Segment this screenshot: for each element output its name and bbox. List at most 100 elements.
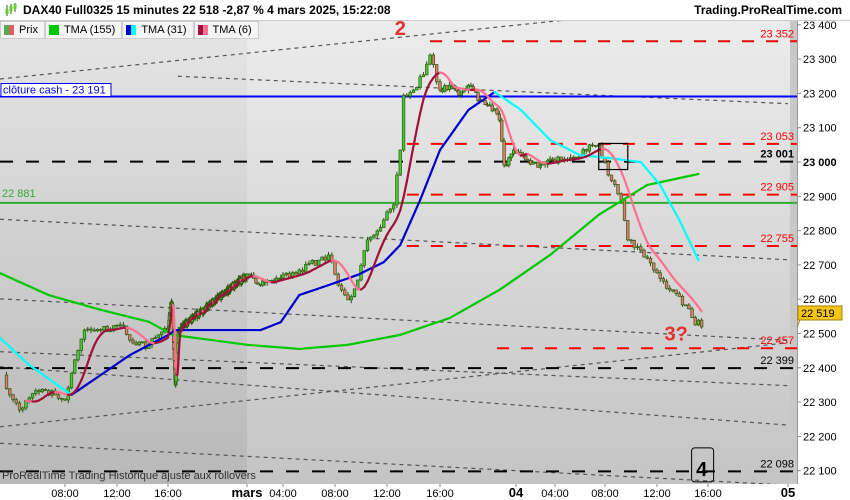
tma31-line <box>513 104 522 111</box>
tma155-line <box>536 253 552 265</box>
y-tick-label: 23 000 <box>803 157 837 169</box>
candle-down <box>622 199 627 221</box>
tma31-line <box>486 90 496 98</box>
candle-down <box>431 54 436 65</box>
tma31-line <box>77 383 88 392</box>
candle-down <box>99 329 103 331</box>
tma6-line <box>697 305 703 313</box>
level-label: 23 053 <box>760 131 794 143</box>
y-tick-label: 23 400 <box>803 20 837 32</box>
candle-down <box>497 113 502 121</box>
tma155-line <box>123 314 138 320</box>
tma155-line <box>346 341 363 346</box>
y-tick-label: 23 200 <box>803 88 837 100</box>
candle-up <box>261 280 265 286</box>
tma155-line <box>11 277 26 286</box>
candle-down <box>616 184 620 195</box>
candle-down <box>661 278 666 282</box>
candle-down <box>313 259 318 266</box>
tma155-line <box>411 325 426 332</box>
tma31-line <box>106 363 117 372</box>
tma31-line <box>92 373 102 382</box>
tma155-line <box>510 271 526 283</box>
candle-up <box>556 156 560 164</box>
tma31-line <box>668 201 676 213</box>
tma31-line <box>419 186 427 202</box>
y-tick-label: 22 200 <box>803 431 837 443</box>
candle-down <box>668 287 672 291</box>
tma31-line <box>376 261 385 267</box>
site-name[interactable]: Trading.ProRealTime.com <box>694 3 842 17</box>
candle-down <box>693 317 697 326</box>
candle-up <box>362 250 366 266</box>
candle-down <box>613 180 617 185</box>
tma6-line <box>639 225 646 237</box>
legend-label: TMA (155) <box>63 24 116 36</box>
candle-up <box>538 164 543 168</box>
tma31-line <box>571 150 582 157</box>
legend-item-prix[interactable]: Prix <box>0 21 45 39</box>
tma31-line <box>298 291 308 297</box>
y-tick-label: 22 500 <box>803 329 837 341</box>
tma31-line <box>349 273 359 279</box>
tma6-line <box>86 352 93 364</box>
candle-up <box>137 341 141 346</box>
plot-area <box>0 20 797 484</box>
level-label: 22 905 <box>760 182 794 194</box>
tma31-line <box>682 228 690 242</box>
footer-text: ProRealTime Trading Historique ajusté au… <box>2 470 256 482</box>
tma155-line <box>399 329 414 336</box>
tma155-line <box>671 175 687 181</box>
y-tick-label: 22 300 <box>803 397 837 409</box>
chart-title: DAX40 Full0325 15 minutes 22 518 -2,87 %… <box>23 3 391 17</box>
tma155-line <box>448 309 464 320</box>
last-price-pointer <box>796 319 801 328</box>
candle-up <box>156 334 161 339</box>
cloture-cash-label-box <box>0 82 112 97</box>
tma31-line <box>678 218 686 232</box>
y-axis-area <box>797 20 850 484</box>
candle-down <box>294 272 298 275</box>
tma155-line <box>423 321 439 328</box>
candle-up <box>76 350 80 361</box>
tma31-line <box>549 138 559 145</box>
legend-item-tma155[interactable]: TMA (155) <box>44 21 123 39</box>
tma155-line <box>60 297 76 304</box>
candle-down <box>559 156 563 161</box>
candle-up <box>369 236 373 241</box>
legend-item-tma6[interactable]: TMA (6) <box>193 21 259 39</box>
candle-down <box>500 119 504 142</box>
tma6-line <box>382 233 389 243</box>
candle-up <box>95 329 100 332</box>
tma6-line <box>93 337 99 347</box>
trendline <box>0 20 572 80</box>
tma31-line <box>433 148 442 164</box>
tma31-line <box>527 116 537 127</box>
tma6-line <box>76 379 83 389</box>
tma155-line <box>549 243 564 257</box>
tma31-line <box>320 284 330 289</box>
tma155-line <box>460 302 476 313</box>
tma6-line <box>616 163 623 173</box>
candle-up <box>86 328 90 331</box>
legend-item-tma31[interactable]: TMA (31) <box>122 21 194 39</box>
tma31-line <box>519 108 530 119</box>
tma6-line <box>379 240 385 250</box>
x-tick-label: 12:00 <box>643 488 671 500</box>
candle-down <box>469 84 473 87</box>
tma31-line <box>428 161 437 177</box>
candle-down <box>645 256 649 259</box>
tma31-line <box>649 172 657 181</box>
x-axis-area <box>0 484 850 500</box>
candle-down <box>134 342 138 346</box>
candle-up <box>375 230 379 236</box>
candle-down <box>690 308 694 318</box>
tma31-line <box>334 278 345 284</box>
tma31-line <box>467 104 477 111</box>
candle-down <box>699 319 704 328</box>
tma6-line <box>366 272 372 283</box>
tma31-line <box>438 138 449 152</box>
tma31-line <box>38 371 52 382</box>
tma155-line <box>99 308 114 314</box>
